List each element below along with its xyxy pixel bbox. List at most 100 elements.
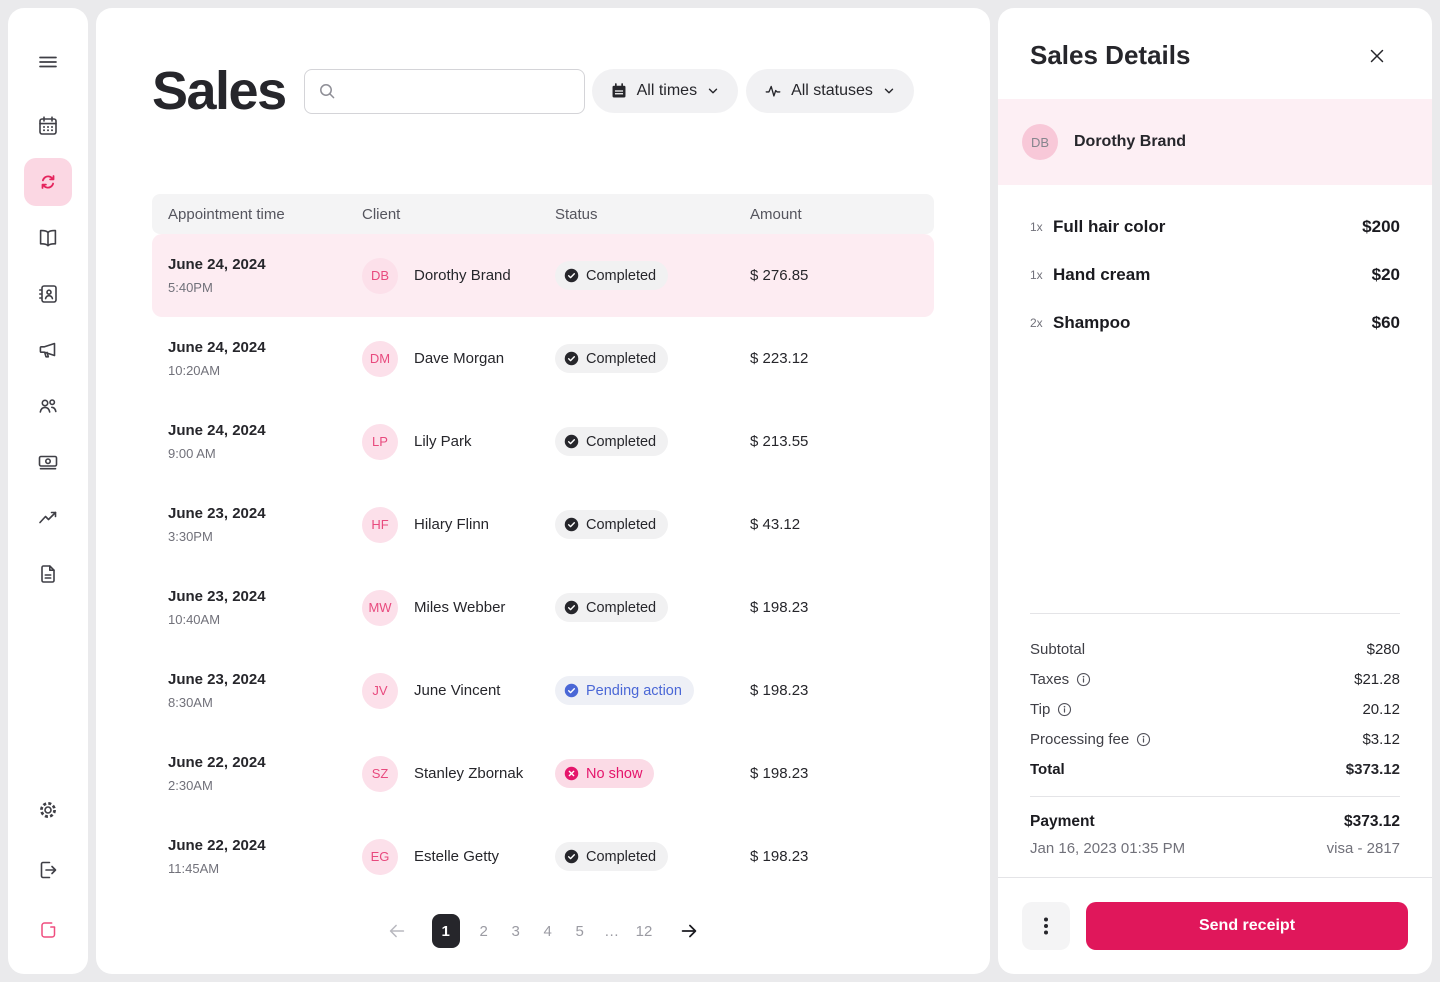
page-number[interactable]: 3 <box>511 922 520 940</box>
table-row[interactable]: June 23, 2024 3:30PM HF Hilary Flinn Compl… <box>152 483 934 566</box>
appointment-date: June 23, 2024 <box>168 671 266 688</box>
logout-icon[interactable] <box>24 846 72 894</box>
amount: $ 213.55 <box>750 433 809 450</box>
tip-row: Tip 20.12 <box>1030 694 1400 724</box>
avatar: HF <box>362 506 398 543</box>
appointment-date: June 23, 2024 <box>168 505 266 522</box>
table-row[interactable]: June 24, 2024 9:00 AM LP Lily Park Complet… <box>152 400 934 483</box>
appointment-time: 10:20AM <box>168 363 221 378</box>
table-header: Appointment time Client Status Amount <box>152 194 934 234</box>
total-label: Total <box>1030 760 1065 778</box>
item-name: Full hair color <box>1053 217 1166 236</box>
marketing-megaphone-icon[interactable] <box>24 326 72 374</box>
client-name: Dorothy Brand <box>414 267 511 284</box>
page-number[interactable]: 12 <box>635 922 653 940</box>
more-options-kebab-button[interactable] <box>1022 902 1070 950</box>
settings-gear-icon[interactable] <box>24 786 72 834</box>
processing-fee-value: $3.12 <box>1362 730 1400 748</box>
status-label: Completed <box>586 599 657 616</box>
next-page-arrow-icon[interactable] <box>678 920 700 942</box>
previous-page-arrow-icon[interactable] <box>386 920 408 942</box>
search-box[interactable] <box>303 68 585 114</box>
status-label: Completed <box>586 516 657 533</box>
all-times-label: All times <box>636 82 698 99</box>
status-label: No show <box>586 765 643 782</box>
page-number[interactable]: 2 <box>479 922 488 940</box>
team-users-icon[interactable] <box>24 382 72 430</box>
payments-cash-icon[interactable] <box>24 438 72 486</box>
pagination-ellipsis: … <box>604 922 620 940</box>
brand-logo-icon[interactable] <box>24 906 72 954</box>
status-label: Completed <box>586 433 657 450</box>
details-header: Sales Details <box>998 8 1432 99</box>
amount: $ 198.23 <box>750 599 809 616</box>
close-panel-button[interactable] <box>1366 45 1388 67</box>
line-item: 1x Full hair color $200 <box>1030 203 1400 251</box>
appointment-date: June 22, 2024 <box>168 837 266 854</box>
status-badge: Completed <box>555 510 669 539</box>
item-name: Hand cream <box>1053 265 1151 284</box>
all-statuses-filter-button[interactable]: All statuses <box>746 69 914 113</box>
subtotal-label: Subtotal <box>1030 640 1086 658</box>
page-number[interactable]: 1 <box>431 914 460 948</box>
appointment-date: June 24, 2024 <box>168 256 266 273</box>
column-header-status: Status <box>555 205 598 223</box>
table-row[interactable]: June 24, 2024 5:40PM DB Dorothy Brand Comp… <box>152 234 934 317</box>
status-label: Completed <box>586 848 657 865</box>
table-row[interactable]: June 23, 2024 10:40AM MW Miles Webber Comp… <box>152 566 934 649</box>
item-quantity: 1x <box>1030 268 1043 282</box>
search-icon <box>317 81 337 101</box>
processing-fee-info-icon[interactable] <box>1136 732 1151 747</box>
payment-divider <box>1030 796 1400 797</box>
search-input[interactable] <box>344 82 572 100</box>
appointment-time: 8:30AM <box>168 695 213 710</box>
sidebar-footer <box>24 786 72 954</box>
status-label: Completed <box>586 267 657 284</box>
avatar: DM <box>362 340 398 377</box>
status-badge: Completed <box>555 593 669 622</box>
all-times-filter-button[interactable]: All times <box>591 69 739 113</box>
client-name: June Vincent <box>414 682 501 699</box>
status-badge: Completed <box>555 261 669 290</box>
line-item: 2x Shampoo $60 <box>1030 299 1400 347</box>
amount: $ 198.23 <box>750 765 809 782</box>
item-quantity: 2x <box>1030 316 1043 330</box>
pagination: 1 2 3 4 5 … 12 <box>152 914 934 948</box>
taxes-row: Taxes $21.28 <box>1030 664 1400 694</box>
processing-fee-row: Processing fee $3.12 <box>1030 724 1400 754</box>
client-name: Dorothy Brand <box>1074 133 1186 150</box>
status-badge: Completed <box>555 427 669 456</box>
tip-info-icon[interactable] <box>1057 702 1072 717</box>
details-title: Sales Details <box>1030 40 1191 70</box>
trends-chart-icon[interactable] <box>24 494 72 542</box>
chevron-down-icon <box>882 84 896 98</box>
hamburger-menu-icon[interactable] <box>24 38 72 86</box>
client-banner[interactable]: DB Dorothy Brand <box>998 99 1432 185</box>
amount: $ 276.85 <box>750 267 809 284</box>
documents-file-icon[interactable] <box>24 550 72 598</box>
page-title: Sales <box>152 61 287 121</box>
calendar-icon[interactable] <box>24 102 72 150</box>
appointment-time: 10:40AM <box>168 612 221 627</box>
appointment-date: June 24, 2024 <box>168 422 266 439</box>
avatar: LP <box>362 423 398 460</box>
page-number[interactable]: 5 <box>575 922 584 940</box>
send-receipt-button[interactable]: Send receipt <box>1086 902 1408 950</box>
status-label: Pending action <box>586 682 682 699</box>
tip-value: 20.12 <box>1362 700 1400 718</box>
table-row[interactable]: June 24, 2024 10:20AM DM Dave Morgan Compl… <box>152 317 934 400</box>
processing-fee-label: Processing fee <box>1030 730 1130 748</box>
table-row[interactable]: June 23, 2024 8:30AM JV June Vincent Pendi… <box>152 649 934 732</box>
taxes-info-icon[interactable] <box>1076 672 1091 687</box>
clients-contacts-icon[interactable] <box>24 270 72 318</box>
catalog-book-icon[interactable] <box>24 214 72 262</box>
table-row[interactable]: June 22, 2024 2:30AM SZ Stanley Zbornak No… <box>152 732 934 815</box>
table-row[interactable]: June 22, 2024 11:45AM EG Estelle Getty Com… <box>152 815 934 898</box>
client-name: Lily Park <box>414 433 472 450</box>
line-item: 1x Hand cream $20 <box>1030 251 1400 299</box>
sidebar <box>8 8 88 974</box>
item-name: Shampoo <box>1053 313 1131 332</box>
sales-sync-icon[interactable] <box>24 158 72 206</box>
column-header-amount: Amount <box>750 205 802 223</box>
page-number[interactable]: 4 <box>543 922 552 940</box>
